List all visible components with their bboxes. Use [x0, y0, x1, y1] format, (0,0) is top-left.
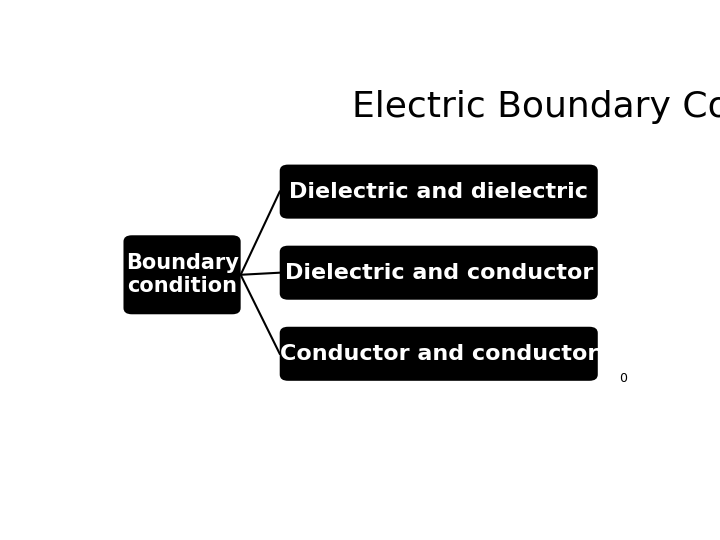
Text: Boundary
condition: Boundary condition: [125, 253, 238, 296]
Text: Electric Boundary Conditions: Electric Boundary Conditions: [352, 90, 720, 124]
FancyBboxPatch shape: [280, 246, 598, 300]
FancyBboxPatch shape: [280, 165, 598, 219]
FancyBboxPatch shape: [280, 327, 598, 381]
FancyBboxPatch shape: [124, 235, 240, 314]
Text: Dielectric and conductor: Dielectric and conductor: [284, 262, 593, 283]
Text: 0: 0: [619, 372, 627, 385]
Text: Dielectric and dielectric: Dielectric and dielectric: [289, 181, 588, 201]
Text: Conductor and conductor: Conductor and conductor: [279, 344, 598, 364]
